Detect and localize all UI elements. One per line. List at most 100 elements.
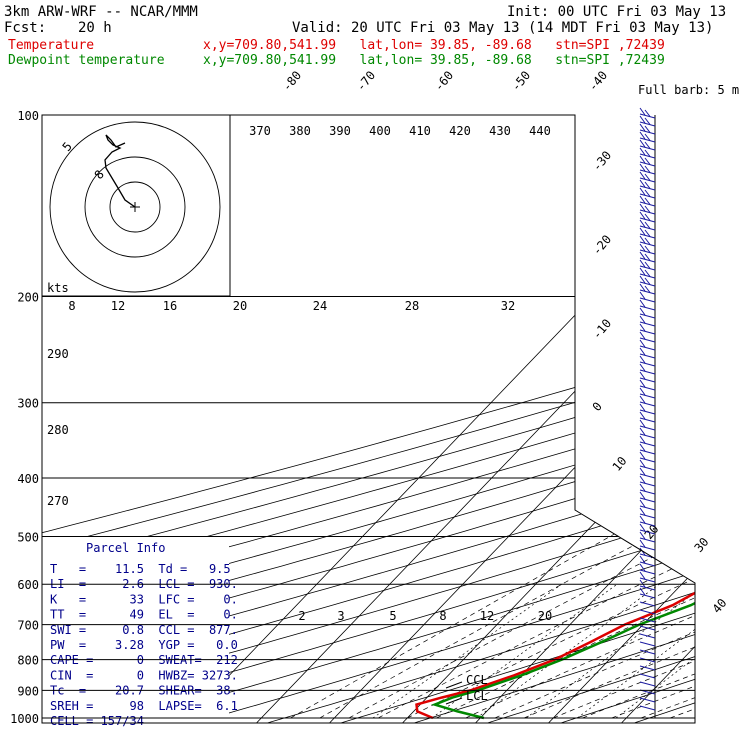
pressure-label-100: 100 bbox=[17, 109, 39, 123]
wind-barb bbox=[639, 107, 646, 116]
wind-barb bbox=[639, 601, 656, 607]
wind-barb bbox=[639, 697, 656, 703]
wind-barb bbox=[639, 393, 656, 399]
isotherm-label: -80 bbox=[280, 68, 305, 94]
wind-barb bbox=[639, 121, 656, 127]
wind-barb bbox=[639, 329, 656, 335]
wind-barb bbox=[639, 545, 656, 551]
wind-barb bbox=[639, 449, 656, 455]
wind-barb bbox=[639, 339, 646, 348]
wind-barb bbox=[639, 441, 656, 447]
forecast-label: Fcst: bbox=[4, 20, 47, 36]
isotherm-label: -40 bbox=[586, 68, 611, 94]
hodograph-ring bbox=[109, 181, 161, 233]
wind-barb bbox=[639, 569, 656, 575]
wind-barb bbox=[639, 427, 646, 436]
isotherm bbox=[321, 115, 695, 723]
wind-barb bbox=[639, 443, 646, 452]
wind-barb bbox=[639, 491, 646, 500]
moist-adiabat bbox=[348, 296, 695, 719]
wind-barb bbox=[639, 459, 646, 468]
wind-barb bbox=[639, 153, 656, 159]
wind-barb bbox=[639, 145, 656, 151]
hodograph-ring-label: 24 bbox=[313, 299, 327, 313]
wind-barb bbox=[639, 353, 656, 359]
wind-barb bbox=[639, 129, 656, 135]
wind-barb bbox=[639, 233, 656, 239]
wind-barb bbox=[644, 245, 651, 253]
dry-adiabat bbox=[684, 115, 695, 723]
wind-barb bbox=[639, 363, 646, 372]
pressure-label-700: 700 bbox=[17, 619, 39, 633]
parcel-info-row: SWI = 0.8 CCL = 877. bbox=[50, 623, 238, 637]
theta-label: 430 bbox=[489, 124, 511, 138]
wind-barb bbox=[639, 225, 656, 231]
mixing-ratio-label: 2 bbox=[298, 609, 305, 623]
lcl-label: LCL bbox=[466, 689, 488, 703]
parcel-info-bg bbox=[42, 536, 229, 723]
dry-adiabat bbox=[240, 115, 695, 723]
wind-barb bbox=[639, 307, 646, 316]
dry-adiabat bbox=[166, 115, 695, 723]
parcel-info-row: SREH = 98 LAPSE= 6.1 bbox=[50, 699, 238, 713]
dry-adiabat bbox=[314, 115, 695, 723]
valid-time: Valid: 20 UTC Fri 03 May 13 (14 MDT Fri … bbox=[292, 20, 714, 36]
wind-barb bbox=[644, 157, 651, 165]
moist-adiabat bbox=[319, 296, 695, 719]
parcel-info-title: Parcel Info bbox=[86, 541, 165, 555]
wind-barb bbox=[639, 435, 646, 444]
wind-barb bbox=[644, 197, 651, 205]
wind-barb bbox=[639, 385, 656, 391]
wind-barb bbox=[639, 571, 646, 580]
wind-barb bbox=[639, 625, 656, 631]
wind-barb bbox=[639, 243, 646, 252]
moist-adiabat bbox=[465, 296, 695, 719]
wind-barb bbox=[639, 249, 656, 255]
wind-barb bbox=[639, 473, 656, 479]
wind-barb bbox=[639, 523, 646, 532]
mixing-ratio-line bbox=[577, 583, 695, 719]
hodograph-ring-label: 12 bbox=[111, 299, 125, 313]
wind-barb bbox=[644, 133, 651, 141]
wind-barb bbox=[639, 505, 656, 511]
wind-barb bbox=[639, 203, 646, 212]
isotherm bbox=[248, 115, 695, 723]
parcel-info-row: CAPE = 0 SWEAT= 212 bbox=[50, 653, 238, 667]
wind-barb bbox=[639, 395, 646, 404]
wind-barb bbox=[639, 259, 646, 268]
wind-barb bbox=[639, 313, 656, 319]
parcel-info-row: PW = 3.28 YGP = 0.0 bbox=[50, 638, 238, 652]
wind-barb bbox=[639, 283, 646, 292]
wind-barb bbox=[639, 387, 646, 396]
temperature-profile bbox=[415, 115, 695, 720]
theta-left-label: 280 bbox=[47, 423, 69, 437]
wind-barb bbox=[639, 345, 656, 351]
wind-barb bbox=[639, 537, 656, 543]
wind-barb bbox=[639, 337, 656, 343]
wind-barb bbox=[639, 513, 656, 519]
wind-barb bbox=[639, 281, 656, 287]
isotherm bbox=[613, 115, 695, 723]
wind-barb bbox=[639, 585, 656, 591]
theta-label: 380 bbox=[289, 124, 311, 138]
wind-barb bbox=[639, 641, 656, 647]
isotherm-label: -70 bbox=[354, 68, 379, 94]
wind-barb bbox=[639, 497, 656, 503]
wind-barb bbox=[639, 617, 656, 623]
wind-barb bbox=[644, 125, 651, 133]
wind-barb bbox=[644, 117, 651, 125]
legend-dew-location: x,y=709.80,541.99 lat,lon= 39.85, -89.68… bbox=[203, 53, 665, 68]
level-arrow bbox=[445, 681, 463, 689]
wind-barb bbox=[644, 229, 651, 237]
wind-barb bbox=[639, 467, 646, 476]
wind-barb bbox=[639, 235, 646, 244]
model-title: 3km ARW-WRF -- NCAR/MMM bbox=[4, 4, 198, 20]
wind-barb bbox=[639, 291, 646, 300]
wind-barb bbox=[639, 193, 656, 199]
mixing-ratio-label: 12 bbox=[480, 609, 494, 623]
wind-barb bbox=[639, 251, 646, 260]
wind-barb bbox=[639, 187, 646, 196]
wind-barb bbox=[639, 577, 656, 583]
pressure-label-800: 800 bbox=[17, 654, 39, 668]
